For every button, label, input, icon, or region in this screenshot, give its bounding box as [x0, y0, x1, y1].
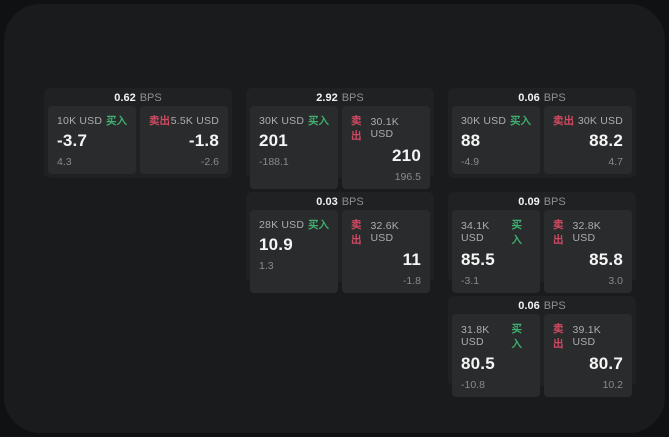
quote-card: 0.06 BPS 30K USD 买入 88 -4.9 卖出 30K USD 8…	[448, 88, 636, 178]
buy-sub-value: 4.3	[57, 156, 72, 168]
buy-amount: 10K USD	[57, 114, 103, 127]
sell-quote-tile[interactable]: 卖出 32.6K USD 11 -1.8	[342, 210, 430, 293]
sell-quote-tile[interactable]: 卖出 30K USD 88.2 4.7	[544, 106, 632, 174]
spread-value: 0.03	[316, 196, 338, 208]
buy-price: 201	[259, 131, 288, 150]
quote-card: 2.92 BPS 30K USD 买入 201 -188.1 卖出 30.1K …	[246, 88, 434, 189]
sell-amount: 32.8K USD	[572, 220, 601, 244]
buy-price: 80.5	[461, 354, 495, 373]
buy-amount: 34.1K USD	[461, 220, 490, 244]
sell-price: 88.2	[589, 131, 623, 150]
spread-value: 0.06	[518, 300, 540, 312]
spread-header: 2.92 BPS	[250, 92, 430, 104]
sell-side-label: 卖出	[149, 115, 170, 127]
spread-header: 0.62 BPS	[48, 92, 228, 104]
buy-price: -3.7	[57, 131, 88, 150]
buy-quote-tile[interactable]: 30K USD 买入 201 -188.1	[250, 106, 338, 189]
buy-sub-value: -10.8	[461, 379, 485, 391]
sell-side-label: 卖出	[553, 323, 564, 350]
quote-cards-grid: 0.62 BPS 10K USD 买入 -3.7 4.3 卖出 5.5K USD…	[44, 88, 636, 397]
sell-price: 85.8	[589, 250, 623, 269]
sell-quote-tile[interactable]: 卖出 30.1K USD 210 196.5	[342, 106, 430, 189]
buy-quote-tile[interactable]: 10K USD 买入 -3.7 4.3	[48, 106, 136, 174]
spread-header: 0.09 BPS	[452, 196, 632, 208]
sell-side-label: 卖出	[351, 115, 362, 142]
buy-side-label: 买入	[511, 219, 522, 246]
buy-amount: 30K USD	[259, 114, 305, 127]
buy-side-label: 买入	[510, 115, 531, 127]
sell-amount: 32.6K USD	[370, 220, 399, 244]
quote-card: 0.03 BPS 28K USD 买入 10.9 1.3 卖出 32.6K US…	[246, 192, 434, 293]
buy-price: 88	[461, 131, 481, 150]
buy-amount: 30K USD	[461, 114, 507, 127]
spread-value: 0.06	[518, 92, 540, 104]
bps-unit-label: BPS	[543, 300, 566, 312]
buy-sub-value: -3.1	[461, 275, 480, 287]
bps-unit-label: BPS	[341, 196, 364, 208]
buy-side-label: 买入	[308, 219, 329, 231]
buy-side-label: 买入	[106, 115, 127, 127]
sell-price: 11	[402, 250, 421, 269]
app-panel: 0.62 BPS 10K USD 买入 -3.7 4.3 卖出 5.5K USD…	[4, 4, 665, 433]
sell-amount: 30.1K USD	[370, 116, 399, 140]
buy-sub-value: -4.9	[461, 156, 480, 168]
sell-side-label: 卖出	[553, 115, 574, 127]
spread-header: 0.06 BPS	[452, 92, 632, 104]
spread-value: 0.62	[114, 92, 136, 104]
sell-amount: 30K USD	[577, 114, 623, 127]
buy-price: 85.5	[461, 250, 495, 269]
sell-sub-value: -2.6	[200, 156, 219, 168]
bps-unit-label: BPS	[543, 92, 566, 104]
buy-quote-tile[interactable]: 31.8K USD 买入 80.5 -10.8	[452, 314, 540, 397]
spread-value: 2.92	[316, 92, 338, 104]
sell-sub-value: 4.7	[608, 156, 623, 168]
buy-amount: 28K USD	[259, 218, 305, 231]
spread-header: 0.03 BPS	[250, 196, 430, 208]
buy-quote-tile[interactable]: 28K USD 买入 10.9 1.3	[250, 210, 338, 293]
sell-quote-tile[interactable]: 卖出 39.1K USD 80.7 10.2	[544, 314, 632, 397]
sell-side-label: 卖出	[351, 219, 362, 246]
bps-unit-label: BPS	[139, 92, 162, 104]
sell-quote-tile[interactable]: 卖出 32.8K USD 85.8 3.0	[544, 210, 632, 293]
quote-card: 0.06 BPS 31.8K USD 买入 80.5 -10.8 卖出 39.1…	[448, 296, 636, 397]
sell-side-label: 卖出	[553, 219, 564, 246]
sell-price: 80.7	[589, 354, 623, 373]
spread-header: 0.06 BPS	[452, 300, 632, 312]
sell-sub-value: 196.5	[394, 171, 421, 183]
buy-amount: 31.8K USD	[461, 324, 490, 348]
quote-card: 0.62 BPS 10K USD 买入 -3.7 4.3 卖出 5.5K USD…	[44, 88, 232, 178]
sell-sub-value: 3.0	[608, 275, 623, 287]
sell-price: -1.8	[188, 131, 219, 150]
sell-amount: 5.5K USD	[170, 114, 219, 127]
bps-unit-label: BPS	[341, 92, 364, 104]
buy-quote-tile[interactable]: 30K USD 买入 88 -4.9	[452, 106, 540, 174]
buy-side-label: 买入	[511, 323, 522, 350]
sell-amount: 39.1K USD	[572, 324, 601, 348]
bps-unit-label: BPS	[543, 196, 566, 208]
buy-side-label: 买入	[308, 115, 329, 127]
buy-price: 10.9	[259, 235, 293, 254]
sell-sub-value: -1.8	[402, 275, 421, 287]
buy-quote-tile[interactable]: 34.1K USD 买入 85.5 -3.1	[452, 210, 540, 293]
sell-quote-tile[interactable]: 卖出 5.5K USD -1.8 -2.6	[140, 106, 228, 174]
quote-card: 0.09 BPS 34.1K USD 买入 85.5 -3.1 卖出 32.8K…	[448, 192, 636, 293]
sell-sub-value: 10.2	[602, 379, 623, 391]
sell-price: 210	[392, 146, 421, 165]
buy-sub-value: -188.1	[259, 156, 289, 168]
buy-sub-value: 1.3	[259, 260, 274, 272]
spread-value: 0.09	[518, 196, 540, 208]
